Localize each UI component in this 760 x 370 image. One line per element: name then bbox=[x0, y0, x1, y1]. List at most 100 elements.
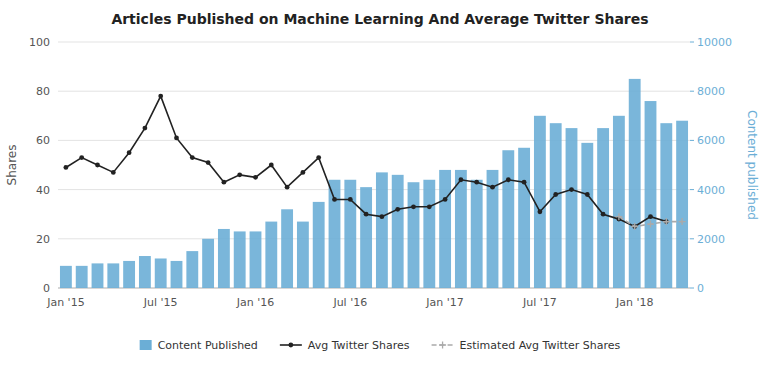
grid-line bbox=[58, 189, 690, 190]
bar bbox=[76, 266, 88, 288]
bar bbox=[502, 150, 514, 288]
marker bbox=[663, 218, 670, 225]
legend-label: Avg Twitter Shares bbox=[308, 339, 410, 352]
grid-line bbox=[58, 288, 690, 289]
chart: Articles Published on Machine Learning A… bbox=[0, 0, 760, 370]
bar bbox=[660, 123, 672, 288]
marker bbox=[158, 94, 163, 99]
marker bbox=[269, 163, 274, 168]
marker bbox=[348, 197, 353, 202]
x-tick-label: Jul '17 bbox=[522, 296, 557, 309]
legend-swatch bbox=[140, 340, 152, 350]
bar bbox=[60, 266, 72, 288]
bar bbox=[439, 170, 451, 288]
marker bbox=[237, 172, 242, 177]
legend-item: Estimated Avg Twitter Shares bbox=[432, 339, 621, 352]
marker bbox=[615, 213, 622, 220]
bar bbox=[250, 231, 262, 288]
marker bbox=[253, 175, 258, 180]
y-tick-label: 100 bbox=[29, 36, 50, 49]
bar bbox=[155, 258, 167, 288]
y2-tick-label: 0 bbox=[697, 282, 704, 295]
y2-tick-label: 8000 bbox=[697, 85, 725, 98]
marker bbox=[679, 218, 686, 225]
marker bbox=[647, 221, 654, 228]
line bbox=[66, 96, 666, 226]
title: Articles Published on Machine Learning A… bbox=[111, 11, 648, 27]
legend: Content Published Avg Twitter Shares Estim… bbox=[140, 339, 621, 352]
y-tick-label: 40 bbox=[36, 184, 50, 197]
y-axis-label: Shares bbox=[5, 145, 19, 186]
bar bbox=[645, 101, 657, 288]
bar bbox=[471, 180, 483, 288]
grid-line bbox=[58, 140, 690, 141]
marker bbox=[332, 197, 337, 202]
bar bbox=[313, 202, 325, 288]
marker bbox=[111, 170, 116, 175]
bar bbox=[281, 209, 293, 288]
bar bbox=[550, 123, 562, 288]
x-axis-line bbox=[58, 288, 690, 289]
bars bbox=[60, 79, 688, 288]
bar bbox=[581, 143, 593, 288]
grid-line bbox=[58, 42, 690, 43]
y-tick-label: 20 bbox=[36, 233, 50, 246]
y2-tick bbox=[690, 288, 694, 289]
marker bbox=[631, 223, 638, 230]
bar bbox=[139, 256, 151, 288]
marker bbox=[522, 180, 527, 185]
marker bbox=[601, 212, 606, 217]
marker bbox=[222, 180, 227, 185]
bar bbox=[123, 261, 135, 288]
marker bbox=[411, 204, 416, 209]
bar bbox=[629, 79, 641, 288]
bar bbox=[487, 170, 499, 288]
bar bbox=[566, 128, 578, 288]
marker bbox=[538, 209, 543, 214]
bar bbox=[92, 263, 104, 288]
bar bbox=[455, 170, 467, 288]
marker bbox=[316, 155, 321, 160]
marker bbox=[79, 155, 84, 160]
bar bbox=[171, 261, 183, 288]
y2-tick-label: 4000 bbox=[697, 184, 725, 197]
grid-line bbox=[58, 91, 690, 92]
y2-tick-label: 2000 bbox=[697, 233, 725, 246]
x-tick-label: Jan '16 bbox=[236, 296, 274, 309]
marks bbox=[60, 79, 688, 288]
bar bbox=[265, 222, 277, 288]
bar bbox=[423, 180, 435, 288]
marker bbox=[648, 214, 653, 219]
bar bbox=[376, 172, 388, 288]
legend-label: Content Published bbox=[158, 339, 258, 352]
marker bbox=[190, 155, 195, 160]
grid-line bbox=[58, 238, 690, 239]
marker bbox=[64, 165, 69, 170]
y2-tick bbox=[690, 189, 694, 190]
y-tick-label: 80 bbox=[36, 85, 50, 98]
x-tick-label: Jul '15 bbox=[143, 296, 178, 309]
y-tick-label: 0 bbox=[43, 282, 50, 295]
legend-item: Avg Twitter Shares bbox=[280, 339, 410, 352]
y-tick-label: 60 bbox=[36, 134, 50, 147]
bar bbox=[360, 187, 372, 288]
legend-marker bbox=[288, 343, 293, 348]
grid bbox=[58, 42, 690, 288]
marker bbox=[301, 170, 306, 175]
legend-marker bbox=[439, 342, 446, 349]
bar bbox=[218, 229, 230, 288]
bar bbox=[234, 231, 246, 288]
bar bbox=[202, 239, 214, 288]
marker bbox=[364, 212, 369, 217]
bar bbox=[534, 116, 546, 288]
marker bbox=[427, 204, 432, 209]
marker bbox=[553, 192, 558, 197]
marker bbox=[585, 192, 590, 197]
y2-axis-label: Content published bbox=[745, 110, 759, 220]
bar bbox=[297, 222, 309, 288]
y2-tick bbox=[690, 42, 694, 43]
marker bbox=[206, 160, 211, 165]
x-tick-label: Jan '15 bbox=[46, 296, 84, 309]
marker bbox=[143, 126, 148, 131]
bar bbox=[329, 180, 341, 288]
